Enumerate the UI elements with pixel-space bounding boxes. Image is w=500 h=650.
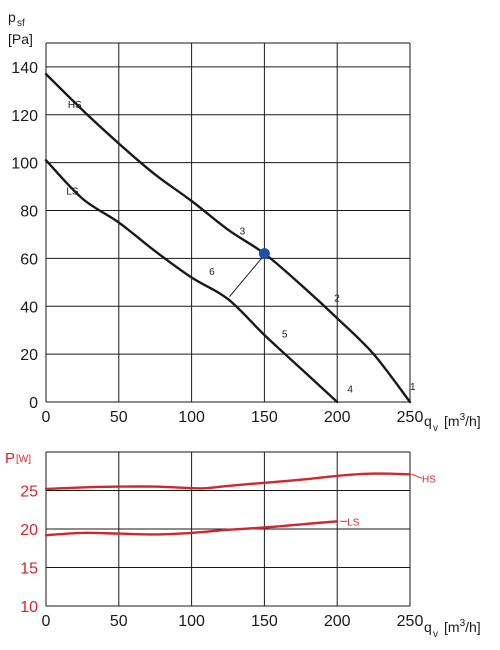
flow-axis-subscript-bottom: v — [433, 629, 438, 640]
flow-axis-title-top: q v [m3/h] — [424, 412, 481, 434]
series-line-hs — [44, 472, 412, 491]
y-tick-label: 10 — [20, 599, 38, 616]
y-tick-label: 60 — [20, 251, 38, 268]
power-axis-title: P [W] — [5, 450, 31, 467]
series-label-ls: LS — [66, 186, 79, 197]
series-line-ls — [44, 520, 339, 537]
y-tick-label: 40 — [20, 299, 38, 316]
power-axis-unit: [W] — [16, 454, 31, 465]
series-label-hs: HS — [68, 100, 82, 111]
y-tick-label: 80 — [20, 204, 38, 221]
curve-annotation-3: 3 — [240, 226, 246, 237]
x-tick-label: 100 — [178, 409, 205, 426]
y-tick-label: 120 — [11, 108, 38, 125]
flow-axis-symbol-bottom: q — [424, 619, 432, 635]
flow-axis-symbol-top: q — [424, 413, 432, 429]
power-plot: 0 50 100 150 200 250 10 15 20 25 HS LS — [20, 451, 436, 630]
pressure-axis-unit: [Pa] — [8, 31, 33, 47]
series-leader-hs — [411, 473, 423, 479]
y-tick-label: 20 — [20, 347, 38, 364]
y-tick-label: 20 — [20, 522, 38, 539]
x-tick-label: 250 — [397, 613, 424, 630]
y-tick-label: 0 — [29, 395, 38, 412]
x-tick-label: 50 — [110, 613, 128, 630]
pressure-plot: 0 50 100 150 200 250 0 20 40 60 80 100 120 140 HS LS 1 2 3… — [11, 42, 424, 426]
x-tick-label: 100 — [178, 613, 205, 630]
operating-point-connector — [229, 258, 262, 298]
x-tick-label: 150 — [251, 613, 278, 630]
y-tick-label: 140 — [11, 60, 38, 77]
pressure-axis-symbol: p — [8, 9, 16, 25]
flow-axis-title-bottom: q v [m3/h] — [424, 618, 481, 640]
x-tick-label: 200 — [324, 613, 351, 630]
x-tick-label: 0 — [42, 613, 51, 630]
curve-annotation-1: 1 — [410, 382, 416, 393]
y-tick-label: 15 — [20, 561, 38, 578]
series-line-hs — [44, 72, 412, 404]
curve-annotation-5: 5 — [282, 329, 288, 340]
curve-annotation-2: 2 — [334, 293, 340, 304]
y-tick-label: 25 — [20, 484, 38, 501]
series-line-ls — [44, 159, 339, 404]
x-tick-label: 0 — [42, 409, 51, 426]
pressure-axis-subscript: sf — [17, 18, 25, 29]
x-tick-label: 50 — [110, 409, 128, 426]
pressure-axis-title: p sf [Pa] — [8, 9, 33, 47]
flow-axis-unit-bottom: [m3/h] — [444, 618, 481, 635]
curve-annotation-4: 4 — [347, 384, 353, 395]
flow-axis-unit-top: [m3/h] — [444, 412, 481, 429]
operating-point-marker — [258, 248, 270, 260]
series-label-hs-power: HS — [422, 474, 436, 485]
series-label-ls-power: LS — [347, 517, 360, 528]
curve-annotation-6: 6 — [209, 267, 215, 278]
x-tick-label: 200 — [324, 409, 351, 426]
flow-axis-subscript-top: v — [433, 423, 438, 434]
x-tick-label: 150 — [251, 409, 278, 426]
power-axis-symbol: P — [5, 450, 15, 467]
x-tick-label: 250 — [397, 409, 424, 426]
y-tick-label: 100 — [11, 156, 38, 173]
